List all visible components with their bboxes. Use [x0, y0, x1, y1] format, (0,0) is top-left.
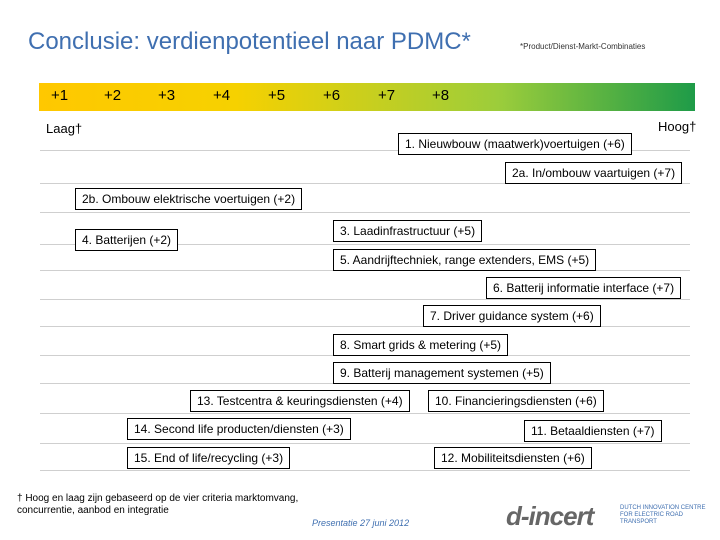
footnote: † Hoog en laag zijn gebaseerd op de vier… [17, 493, 299, 516]
logo: d-incert [506, 501, 594, 531]
title-footnote: *Product/Dienst-Markt-Combinaties [520, 42, 646, 51]
row-divider [40, 183, 690, 184]
item-box: 14. Second life producten/diensten (+3) [127, 418, 351, 440]
item-box: 2b. Ombouw elektrische voertuigen (+2) [75, 188, 303, 210]
scale-tick: +5 [268, 87, 286, 104]
item-box: 11. Betaaldiensten (+7) [524, 420, 662, 442]
item-box: 15. End of life/recycling (+3) [127, 447, 291, 469]
row-divider [40, 150, 690, 151]
row-divider [40, 443, 690, 444]
row-divider [40, 299, 690, 300]
scale-tick: +6 [323, 87, 341, 104]
scale-tick: +2 [104, 87, 122, 104]
row-divider [40, 470, 690, 471]
row-divider [40, 244, 690, 245]
item-box: 5. Aandrijftechniek, range extenders, EM… [333, 249, 597, 271]
row-divider [40, 326, 690, 327]
item-box: 9. Batterij management systemen (+5) [333, 362, 551, 384]
scale-low-label: Laag† [46, 121, 83, 136]
item-box: 10. Financieringsdiensten (+6) [428, 390, 604, 412]
scale-tick: +4 [213, 87, 231, 104]
row-divider [40, 413, 690, 414]
item-box: 1. Nieuwbouw (maatwerk)voertuigen (+6) [398, 133, 632, 155]
item-box: 8. Smart grids & metering (+5) [333, 334, 509, 356]
item-box: 7. Driver guidance system (+6) [423, 305, 601, 327]
item-box: 2a. In/ombouw vaartuigen (+7) [505, 162, 683, 184]
presentation-date: Presentatie 27 juni 2012 [312, 518, 410, 528]
item-box: 13. Testcentra & keuringsdiensten (+4) [190, 390, 410, 412]
scale-tick: +1 [51, 87, 69, 104]
scale-high-label: Hoog† [658, 119, 697, 134]
scale-tick: +7 [378, 87, 396, 104]
scale-tick: +8 [432, 87, 450, 104]
item-box: 3. Laadinfrastructuur (+5) [333, 220, 483, 242]
logo-subtitle: DUTCH INNOVATION CENTRE FOR ELECTRIC ROA… [620, 505, 706, 525]
scale-tick: +3 [158, 87, 176, 104]
item-box: 12. Mobiliteitsdiensten (+6) [434, 447, 592, 469]
row-divider [40, 212, 690, 213]
item-box: 6. Batterij informatie interface (+7) [486, 277, 682, 299]
potential-scale-bar: +1 +2 +3 +4 +5 +6 +7 +8 [39, 83, 695, 111]
item-box: 4. Batterijen (+2) [75, 229, 179, 251]
page-title: Conclusie: verdienpotentieel naar PDMC* [28, 28, 471, 55]
